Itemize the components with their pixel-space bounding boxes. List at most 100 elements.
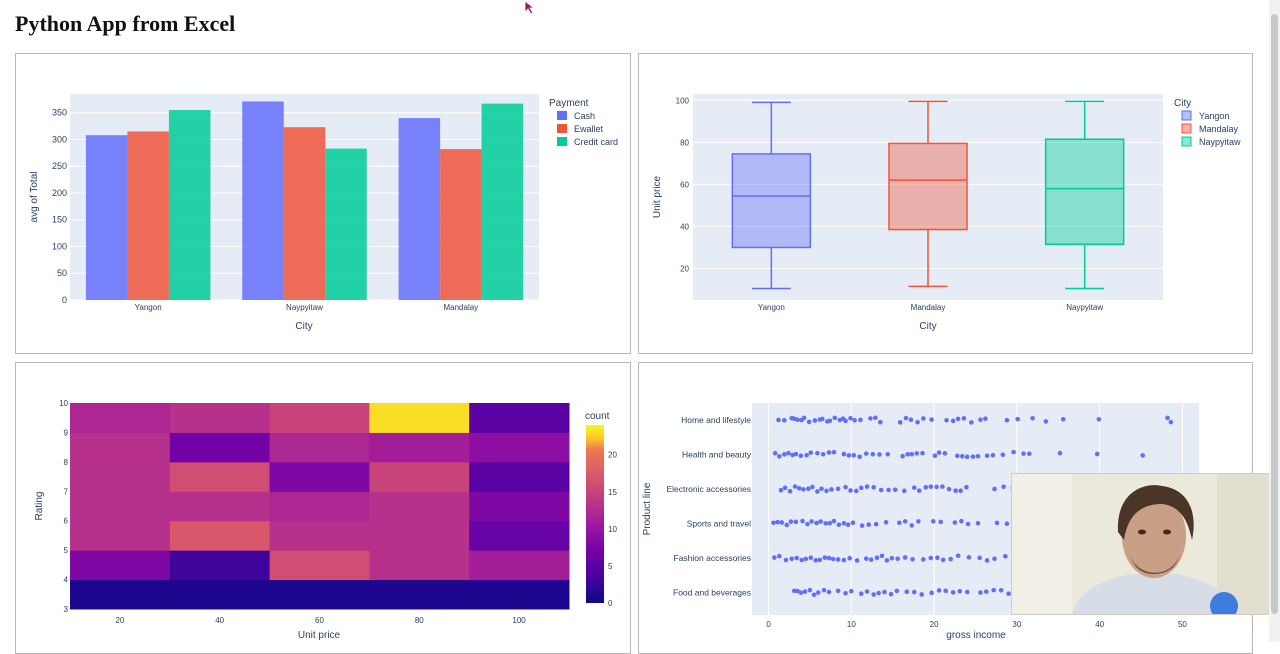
- scatter-point: [952, 520, 958, 525]
- bar: [127, 131, 169, 300]
- x-axis-label: Unit price: [298, 630, 341, 641]
- heatmap-cell: [269, 579, 370, 610]
- scatter-point: [870, 451, 876, 457]
- legend-label-yangon: Yangon: [1199, 111, 1229, 121]
- heatmap-cell: [469, 432, 570, 463]
- scatter-point: [871, 484, 876, 490]
- scatter-point: [964, 589, 970, 595]
- bar: [481, 103, 524, 300]
- scatter-point: [955, 553, 961, 559]
- scatter-point: [902, 519, 908, 524]
- scatter-point: [961, 416, 967, 421]
- page-scrollbar[interactable]: [1269, 0, 1280, 642]
- scatter-point: [779, 520, 785, 525]
- y-tick-label: 6: [64, 517, 69, 526]
- scrollbar-thumb[interactable]: [1271, 14, 1278, 614]
- legend-label-ewallet: Ewallet: [574, 124, 604, 134]
- colorbar-tick-label: 10: [608, 525, 617, 534]
- scatter-point: [811, 592, 817, 598]
- scatter-point: [882, 589, 887, 595]
- scatter-point: [894, 588, 900, 594]
- bar: [85, 135, 128, 300]
- y-tick-label: 4: [64, 576, 69, 585]
- scatter-point: [781, 452, 787, 457]
- scatter-point: [874, 555, 880, 561]
- y-tick-labels: Home and lifestyle Health and beauty Elect…: [666, 415, 751, 598]
- box-chart-panel: 20 40 60 80 100 Yangon Mandalay Naypyitaw City…: [638, 53, 1253, 354]
- colorbar-tick-label: 20: [608, 451, 617, 460]
- scatter-point: [950, 590, 956, 595]
- scatter-point: [883, 520, 889, 525]
- scatter-point: [959, 453, 965, 459]
- scatter-point: [871, 592, 876, 597]
- colorbar: [586, 425, 604, 603]
- scatter-point: [798, 453, 804, 459]
- x-tick-label: 80: [415, 616, 424, 625]
- scatter-point: [858, 485, 864, 491]
- scatter-point: [826, 555, 832, 561]
- x-axis-label: gross income: [946, 630, 1006, 641]
- legend-item-credit-card[interactable]: Credit card: [557, 137, 618, 147]
- scatter-point: [920, 450, 925, 456]
- scatter-point: [915, 419, 920, 425]
- scatter-point: [911, 589, 917, 595]
- scatter-point: [873, 415, 878, 421]
- scatter-point: [808, 450, 814, 455]
- colorbar-title: count: [585, 411, 610, 422]
- scatter-point: [827, 520, 833, 526]
- scatter-point: [953, 488, 958, 493]
- scatter-point: [1165, 415, 1170, 421]
- heatmap-chart[interactable]: 3 4 5 6 7 8 9 10 20 40 60 80 100 count 0 5 10 15 20 Uni…: [16, 363, 630, 653]
- legend-item-yangon[interactable]: Yangon: [1181, 110, 1229, 121]
- scatter-point: [866, 522, 872, 527]
- scatter-point: [936, 588, 942, 593]
- heatmap-cell: [169, 491, 271, 522]
- scatter-point: [923, 485, 929, 490]
- scatter-point: [1030, 415, 1035, 421]
- scatter-point: [928, 555, 934, 561]
- heatmap-cell: [169, 403, 271, 433]
- y-tick-label: 50: [57, 268, 67, 278]
- scatter-point: [942, 451, 948, 456]
- bar: [325, 148, 367, 300]
- scatter-point: [916, 488, 922, 493]
- colorbar-tick-labels: 0 5 10 15 20: [608, 451, 617, 608]
- y-tick-label: 300: [52, 134, 67, 144]
- heatmap-cell: [369, 461, 470, 492]
- scatter-point: [778, 487, 784, 493]
- scatter-point: [877, 452, 882, 457]
- scatter-point: [991, 587, 997, 593]
- legend-item-cash[interactable]: Cash: [557, 111, 595, 121]
- scatter-point: [943, 588, 948, 594]
- bar-chart[interactable]: 0 50 100 150 200 250 300 350 Yangon Naypyitaw Man…: [16, 54, 630, 353]
- box-chart[interactable]: 20 40 60 80 100 Yangon Mandalay Naypyitaw City…: [639, 54, 1252, 353]
- scatter-point: [895, 556, 900, 562]
- y-tick-label: 3: [64, 605, 69, 614]
- heatmap-cell: [70, 520, 171, 551]
- webcam-overlay: [1011, 473, 1280, 615]
- y-tick-label: Home and lifestyle: [681, 415, 751, 425]
- scatter-point: [813, 558, 819, 563]
- legend-item-mandalay[interactable]: Mandalay: [1181, 123, 1239, 134]
- scatter-point: [884, 558, 890, 563]
- scatter-point: [795, 417, 800, 423]
- legend-item-ewallet[interactable]: Ewallet: [557, 124, 604, 134]
- scatter-point: [1011, 449, 1016, 455]
- scatter-point: [969, 420, 974, 425]
- legend-item-naypyitaw[interactable]: Naypyitaw: [1181, 136, 1241, 147]
- legend-label-cash: Cash: [574, 111, 595, 121]
- scatter-point: [975, 520, 981, 526]
- scatter-point: [820, 451, 826, 457]
- scatter-point: [965, 521, 971, 527]
- box: [888, 142, 968, 231]
- y-tick-label: 150: [52, 215, 67, 225]
- scatter-point: [821, 587, 827, 593]
- y-axis-label: Rating: [34, 492, 45, 521]
- scatter-point: [903, 415, 909, 421]
- scatter-point: [863, 556, 869, 561]
- heatmap-cell: [169, 520, 271, 551]
- bars: [85, 101, 524, 301]
- scatter-point: [873, 521, 879, 527]
- y-tick-label: 250: [52, 161, 67, 171]
- scatter-point: [793, 519, 799, 525]
